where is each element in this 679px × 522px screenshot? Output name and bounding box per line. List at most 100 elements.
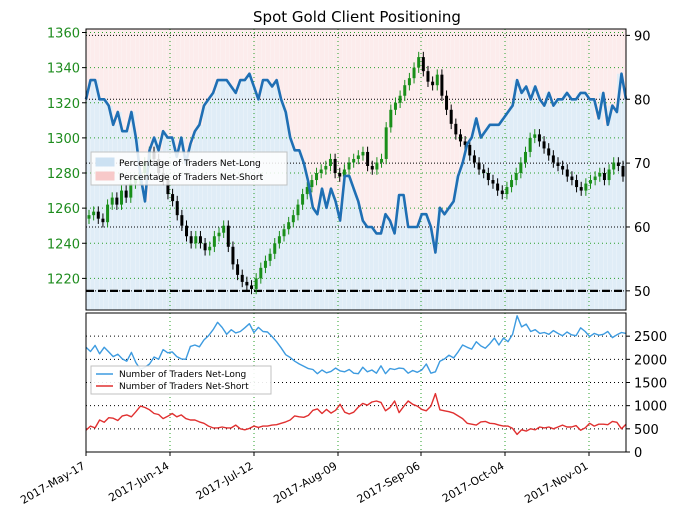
short-pct-bar [486,29,491,125]
long-pct-bar [495,124,500,310]
long-pct-bar [432,252,437,310]
short-pct-bar [392,29,397,234]
short-pct-bar [473,29,478,119]
short-pct-bar [333,29,338,202]
candle-body [319,169,323,174]
candle-body [482,169,486,174]
short-pct-bar [554,29,559,100]
short-pct-bar [509,29,514,106]
short-pct-bar [594,29,599,119]
candle-body [575,180,579,188]
long-pct-bar [347,175,352,310]
long-pct-bar [360,220,365,310]
candle-body [106,204,110,223]
short-pct-bar [257,29,262,100]
candle-body [185,225,189,237]
long-pct-bar [572,99,577,310]
long-pct-bar [378,233,383,310]
candle-body [523,151,527,163]
candle-body [87,215,91,219]
short-pct-bar [266,29,271,81]
short-pct-bar [432,29,437,253]
candle-body [245,281,249,286]
candle-body [458,134,462,142]
long-pct-bar [365,226,370,310]
candle-body [500,190,504,195]
long-pct-bar [320,188,325,310]
long-pct-bar [522,86,527,311]
candle-body [584,183,588,191]
top-legend-swatch [95,171,115,181]
top-legend-label: Percentage of Traders Net-Long [119,159,261,169]
candle-body [231,246,235,265]
short-pct-bar [585,29,590,100]
candle-body [431,81,435,86]
right-axis-tick-label: 80 [634,93,651,108]
top-legend-swatch [95,157,115,167]
candle-body [547,148,551,156]
long-pct-bar [509,105,514,311]
long-pct-bar [324,207,329,310]
candle-body [315,173,319,181]
candle-body [510,180,514,188]
left-axis-tick-label: 1280 [47,167,80,182]
candle-body [491,180,495,184]
candle-body [96,211,100,219]
candle-body [333,158,337,174]
long-pct-bar [414,226,419,310]
short-pct-bar [279,29,284,100]
short-pct-bar [612,29,617,113]
candle-body [189,236,193,244]
short-pct-bar [302,29,307,164]
long-pct-bar [257,99,262,310]
short-pct-bar [383,29,388,215]
long-pct-bar [468,137,473,310]
short-pct-bar [504,29,509,113]
short-pct-bar [239,29,244,81]
candle-body [384,127,388,159]
short-pct-bar [225,29,230,81]
long-pct-bar [306,182,311,310]
long-pct-bar [279,99,284,310]
long-pct-bar [441,214,446,310]
short-pct-bar [567,29,572,100]
long-pct-bar [383,214,388,310]
short-pct-bar [194,29,199,132]
short-pct-bar [410,29,415,227]
short-pct-bar [536,29,541,100]
long-pct-bar [387,220,392,310]
candle-body [240,274,244,282]
short-pct-bar [185,29,190,164]
x-axis-tick-label: 2017-Oct-04 [440,459,506,505]
short-pct-bar [500,29,505,119]
long-pct-bar [599,92,604,310]
candle-body [226,225,230,247]
short-pct-bar [446,29,451,208]
long-pct-bar [450,201,455,310]
short-pct-bar [248,29,253,74]
long-pct-bar [95,80,100,310]
bottom-legend-label: Number of Traders Net-Long [119,370,246,380]
candle-body [203,243,207,251]
short-pct-bar [234,29,239,93]
long-pct-bar [356,201,361,310]
short-pct-bar [531,29,536,87]
short-pct-bar [131,29,136,113]
long-pct-bar [302,163,307,310]
short-pct-bar [513,29,518,81]
long-pct-bar [333,201,338,310]
candle-body [463,141,467,145]
right-axis-tick-label: 50 [634,285,651,300]
candle-body [212,236,216,247]
long-pct-bar [144,201,149,310]
long-pct-bar [252,86,257,311]
candle-body [616,162,620,166]
candle-body [454,123,458,135]
x-axis-tick-label: 2017-Aug-09 [271,459,339,506]
short-pct-bar [621,29,626,100]
candle-body [92,211,96,216]
candle-body [477,162,481,170]
long-pct-bar [315,214,320,310]
left-axis-tick-label: 1260 [47,202,80,217]
